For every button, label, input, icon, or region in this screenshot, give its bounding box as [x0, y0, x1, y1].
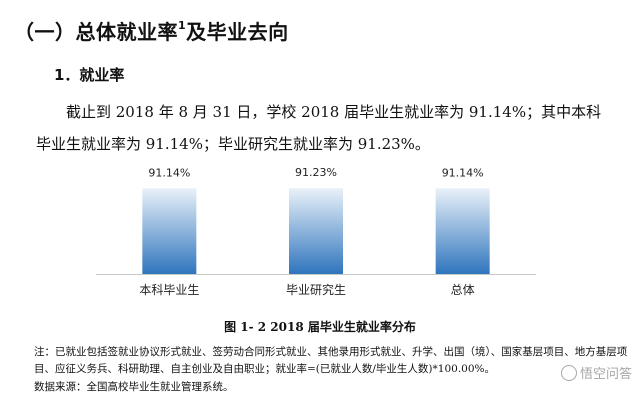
section-title-main: （一）总体就业率: [14, 20, 178, 44]
bar-2: [289, 188, 343, 274]
subsection-title: 1．就业率: [54, 66, 125, 84]
category-label: 总体: [451, 283, 475, 297]
category-label: 毕业研究生: [286, 282, 346, 297]
bars-group: 91.14% 91.23% 91.14%: [142, 166, 490, 274]
section-title: （一）总体就业率1及毕业去向: [14, 16, 289, 45]
watermark: 悟空问答: [560, 363, 632, 382]
figure-caption: 图 1- 2 2018 届毕业生就业率分布: [224, 320, 416, 334]
footnote: 注：已就业包括签就业协议形式就业、签劳动合同形式就业、其他录用形式就业、升学、出…: [34, 346, 628, 375]
bar-3: [435, 188, 490, 274]
category-label: 本科毕业生: [139, 283, 199, 297]
bar-value-label: 91.23%: [295, 166, 337, 179]
x-tick-labels: 本科毕业生 毕业研究生 总体: [139, 282, 474, 297]
bar-value-label: 91.14%: [442, 166, 484, 179]
bar-1: [142, 188, 197, 274]
body-paragraph: 截止到 2018 年 8 月 31 日，学校 2018 届毕业生就业率为 91.…: [36, 103, 602, 153]
employment-rate-bar-chart: 91.14% 91.23% 91.14% 本科毕业生 毕业研究生 总体: [96, 166, 536, 297]
section-title-rest: 及毕业去向: [186, 20, 289, 44]
footnote-marker: 1: [178, 19, 187, 33]
watermark-text: 悟空问答: [579, 367, 632, 382]
data-source: 数据来源：全国高校毕业生就业管理系统。: [34, 381, 234, 393]
bar-value-label: 91.14%: [148, 166, 190, 179]
watermark-logo-icon: [560, 365, 577, 381]
